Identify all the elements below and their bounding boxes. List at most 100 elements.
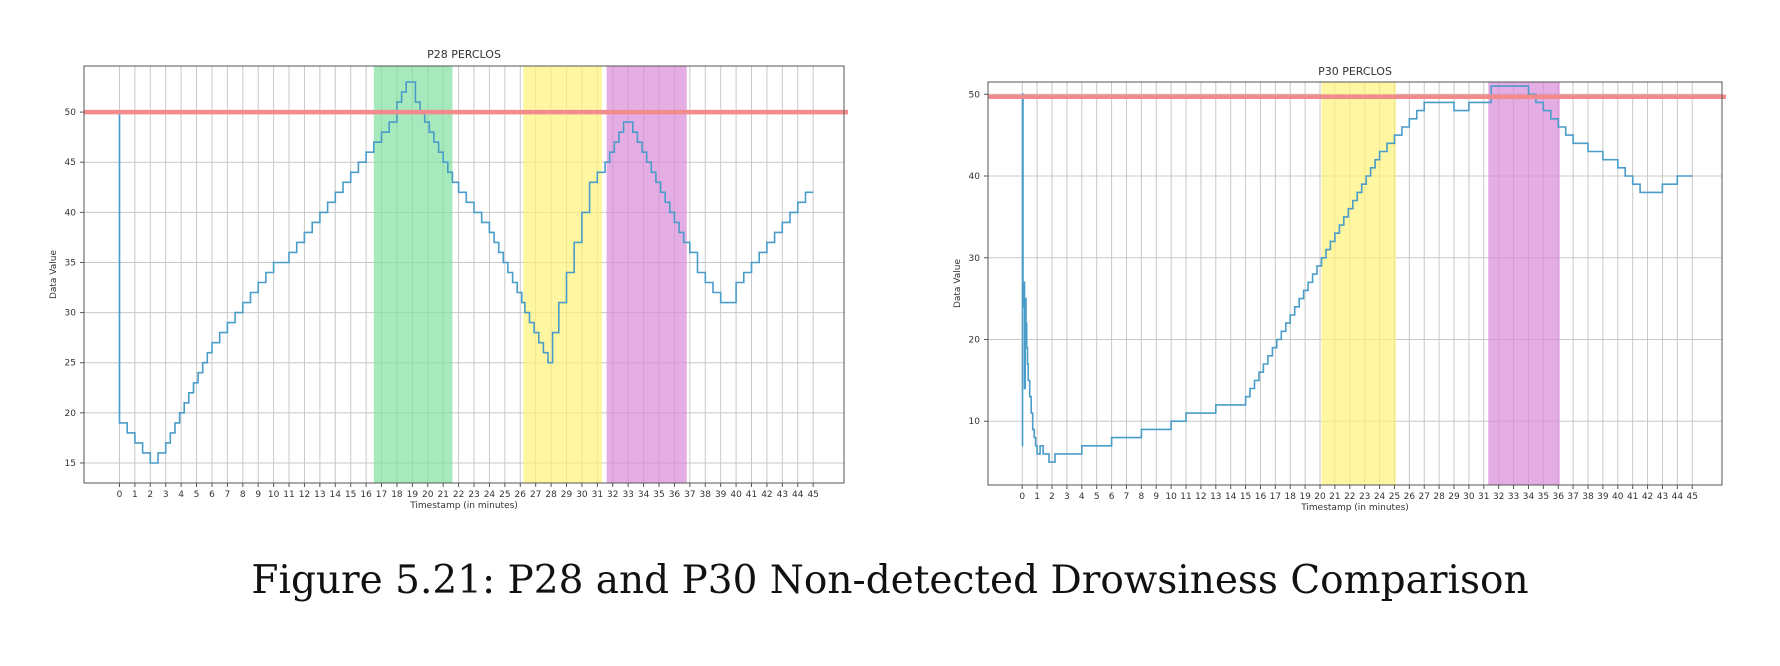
highlight-band-yellow: [523, 66, 602, 483]
x-tick-label: 10: [1165, 492, 1177, 502]
highlight-band-magenta: [1488, 82, 1560, 485]
x-tick-label: 4: [178, 490, 184, 500]
x-tick-label: 10: [268, 490, 280, 500]
x-tick-label: 40: [1612, 492, 1624, 502]
x-tick-label: 35: [653, 490, 664, 500]
y-tick-label: 35: [65, 258, 76, 268]
x-tick-label: 27: [530, 490, 541, 500]
y-tick-label: 10: [969, 417, 981, 427]
x-tick-label: 13: [1210, 492, 1221, 502]
x-tick-label: 33: [622, 490, 633, 500]
x-tick-label: 43: [1657, 492, 1668, 502]
y-tick-label: 40: [65, 208, 77, 218]
x-tick-label: 28: [545, 490, 557, 500]
x-tick-label: 0: [117, 490, 123, 500]
x-tick-label: 18: [1285, 492, 1297, 502]
x-tick-label: 35: [1538, 492, 1549, 502]
x-tick-label: 39: [715, 490, 727, 500]
x-tick-label: 16: [1255, 492, 1267, 502]
x-tick-label: 3: [163, 490, 169, 500]
y-tick-label: 25: [65, 359, 76, 369]
x-tick-label: 30: [1463, 492, 1475, 502]
x-tick-label: 29: [561, 490, 573, 500]
x-tick-label: 12: [299, 490, 310, 500]
x-tick-label: 32: [607, 490, 618, 500]
chart-2: 0 1 2 3 4 5 6 7 8 9 10 11 12 13 14 15 16 17 18 19 20 21 22 23 24…: [953, 65, 1726, 513]
y-tick-label: 40: [969, 172, 981, 182]
x-tick-label: 36: [669, 490, 681, 500]
x-tick-label: 24: [484, 490, 496, 500]
axes-frame: [83, 65, 845, 484]
y-axis-label: Data Value: [953, 259, 963, 309]
x-tick-label: 24: [1374, 492, 1386, 502]
x-tick-label: 1: [132, 490, 138, 500]
highlight-band-green: [373, 66, 453, 483]
x-tick-label: 31: [592, 490, 603, 500]
x-tick-label: 19: [407, 490, 419, 500]
y-tick-label: 50: [65, 108, 77, 118]
y-tick-label: 50: [969, 90, 981, 100]
y-tick-label: 20: [65, 409, 77, 419]
x-tick-label: 44: [1672, 492, 1684, 502]
x-tick-label: 6: [1109, 492, 1115, 502]
x-axis-label: Timestamp (in minutes): [1300, 503, 1409, 513]
figure-panels: 0 1 2 3 4 5 6 7 8 9 10 11 12 13 14 15 16 17 18 19 20 21 22 23 24…: [49, 48, 1726, 513]
x-tick-label: 26: [515, 490, 527, 500]
x-tick-label: 22: [453, 490, 464, 500]
chart-title: P28 PERCLOS: [427, 48, 501, 61]
figure-caption: Figure 5.21: P28 and P30 Non-detected Dr…: [251, 558, 1529, 603]
x-tick-label: 11: [283, 490, 294, 500]
x-tick-label: 5: [194, 490, 200, 500]
chart-1: 0 1 2 3 4 5 6 7 8 9 10 11 12 13 14 15 16 17 18 19 20 21 22 23 24…: [49, 48, 848, 511]
x-tick-label: 20: [1314, 492, 1326, 502]
axes-frame: [987, 81, 1723, 486]
highlight-band-magenta: [606, 66, 687, 483]
x-tick-label: 38: [700, 490, 712, 500]
x-tick-label: 45: [1686, 492, 1697, 502]
x-tick-label: 25: [499, 490, 510, 500]
x-tick-label: 1: [1034, 492, 1040, 502]
x-tick-label: 34: [1523, 492, 1535, 502]
x-tick-label: 3: [1064, 492, 1070, 502]
x-tick-label: 21: [1329, 492, 1340, 502]
y-axis-label: Data Value: [49, 250, 59, 300]
series-line: [118, 81, 814, 464]
x-tick-label: 23: [468, 490, 479, 500]
x-tick-label: 20: [422, 490, 434, 500]
x-tick-label: 16: [360, 490, 372, 500]
x-tick-label: 22: [1344, 492, 1355, 502]
x-tick-label: 43: [777, 490, 788, 500]
x-axis-label: Timestamp (in minutes): [409, 501, 518, 511]
x-tick-label: 29: [1448, 492, 1460, 502]
x-tick-label: 41: [746, 490, 757, 500]
x-tick-label: 42: [761, 490, 772, 500]
x-tick-label: 0: [1019, 492, 1025, 502]
x-tick-label: 33: [1508, 492, 1519, 502]
x-tick-label: 18: [391, 490, 403, 500]
x-tick-label: 11: [1180, 492, 1191, 502]
x-tick-label: 25: [1389, 492, 1400, 502]
x-tick-label: 26: [1404, 492, 1416, 502]
x-tick-label: 34: [638, 490, 650, 500]
x-tick-label: 30: [576, 490, 588, 500]
x-tick-label: 39: [1597, 492, 1609, 502]
x-tick-label: 36: [1553, 492, 1565, 502]
y-tick-label: 45: [65, 158, 76, 168]
y-tick-label: 30: [65, 309, 77, 319]
x-tick-label: 6: [209, 490, 215, 500]
x-tick-label: 2: [1049, 492, 1055, 502]
x-tick-label: 2: [147, 490, 153, 500]
x-tick-label: 42: [1642, 492, 1653, 502]
chart-title: P30 PERCLOS: [1318, 65, 1392, 78]
x-tick-label: 12: [1195, 492, 1206, 502]
x-tick-label: 15: [1240, 492, 1251, 502]
x-tick-label: 27: [1419, 492, 1430, 502]
x-tick-label: 7: [224, 490, 230, 500]
x-tick-label: 17: [376, 490, 387, 500]
x-tick-label: 32: [1493, 492, 1504, 502]
y-tick-label: 15: [65, 459, 76, 469]
x-tick-label: 15: [345, 490, 356, 500]
highlight-band-yellow: [1321, 82, 1396, 485]
x-tick-label: 41: [1627, 492, 1638, 502]
x-tick-label: 17: [1270, 492, 1281, 502]
